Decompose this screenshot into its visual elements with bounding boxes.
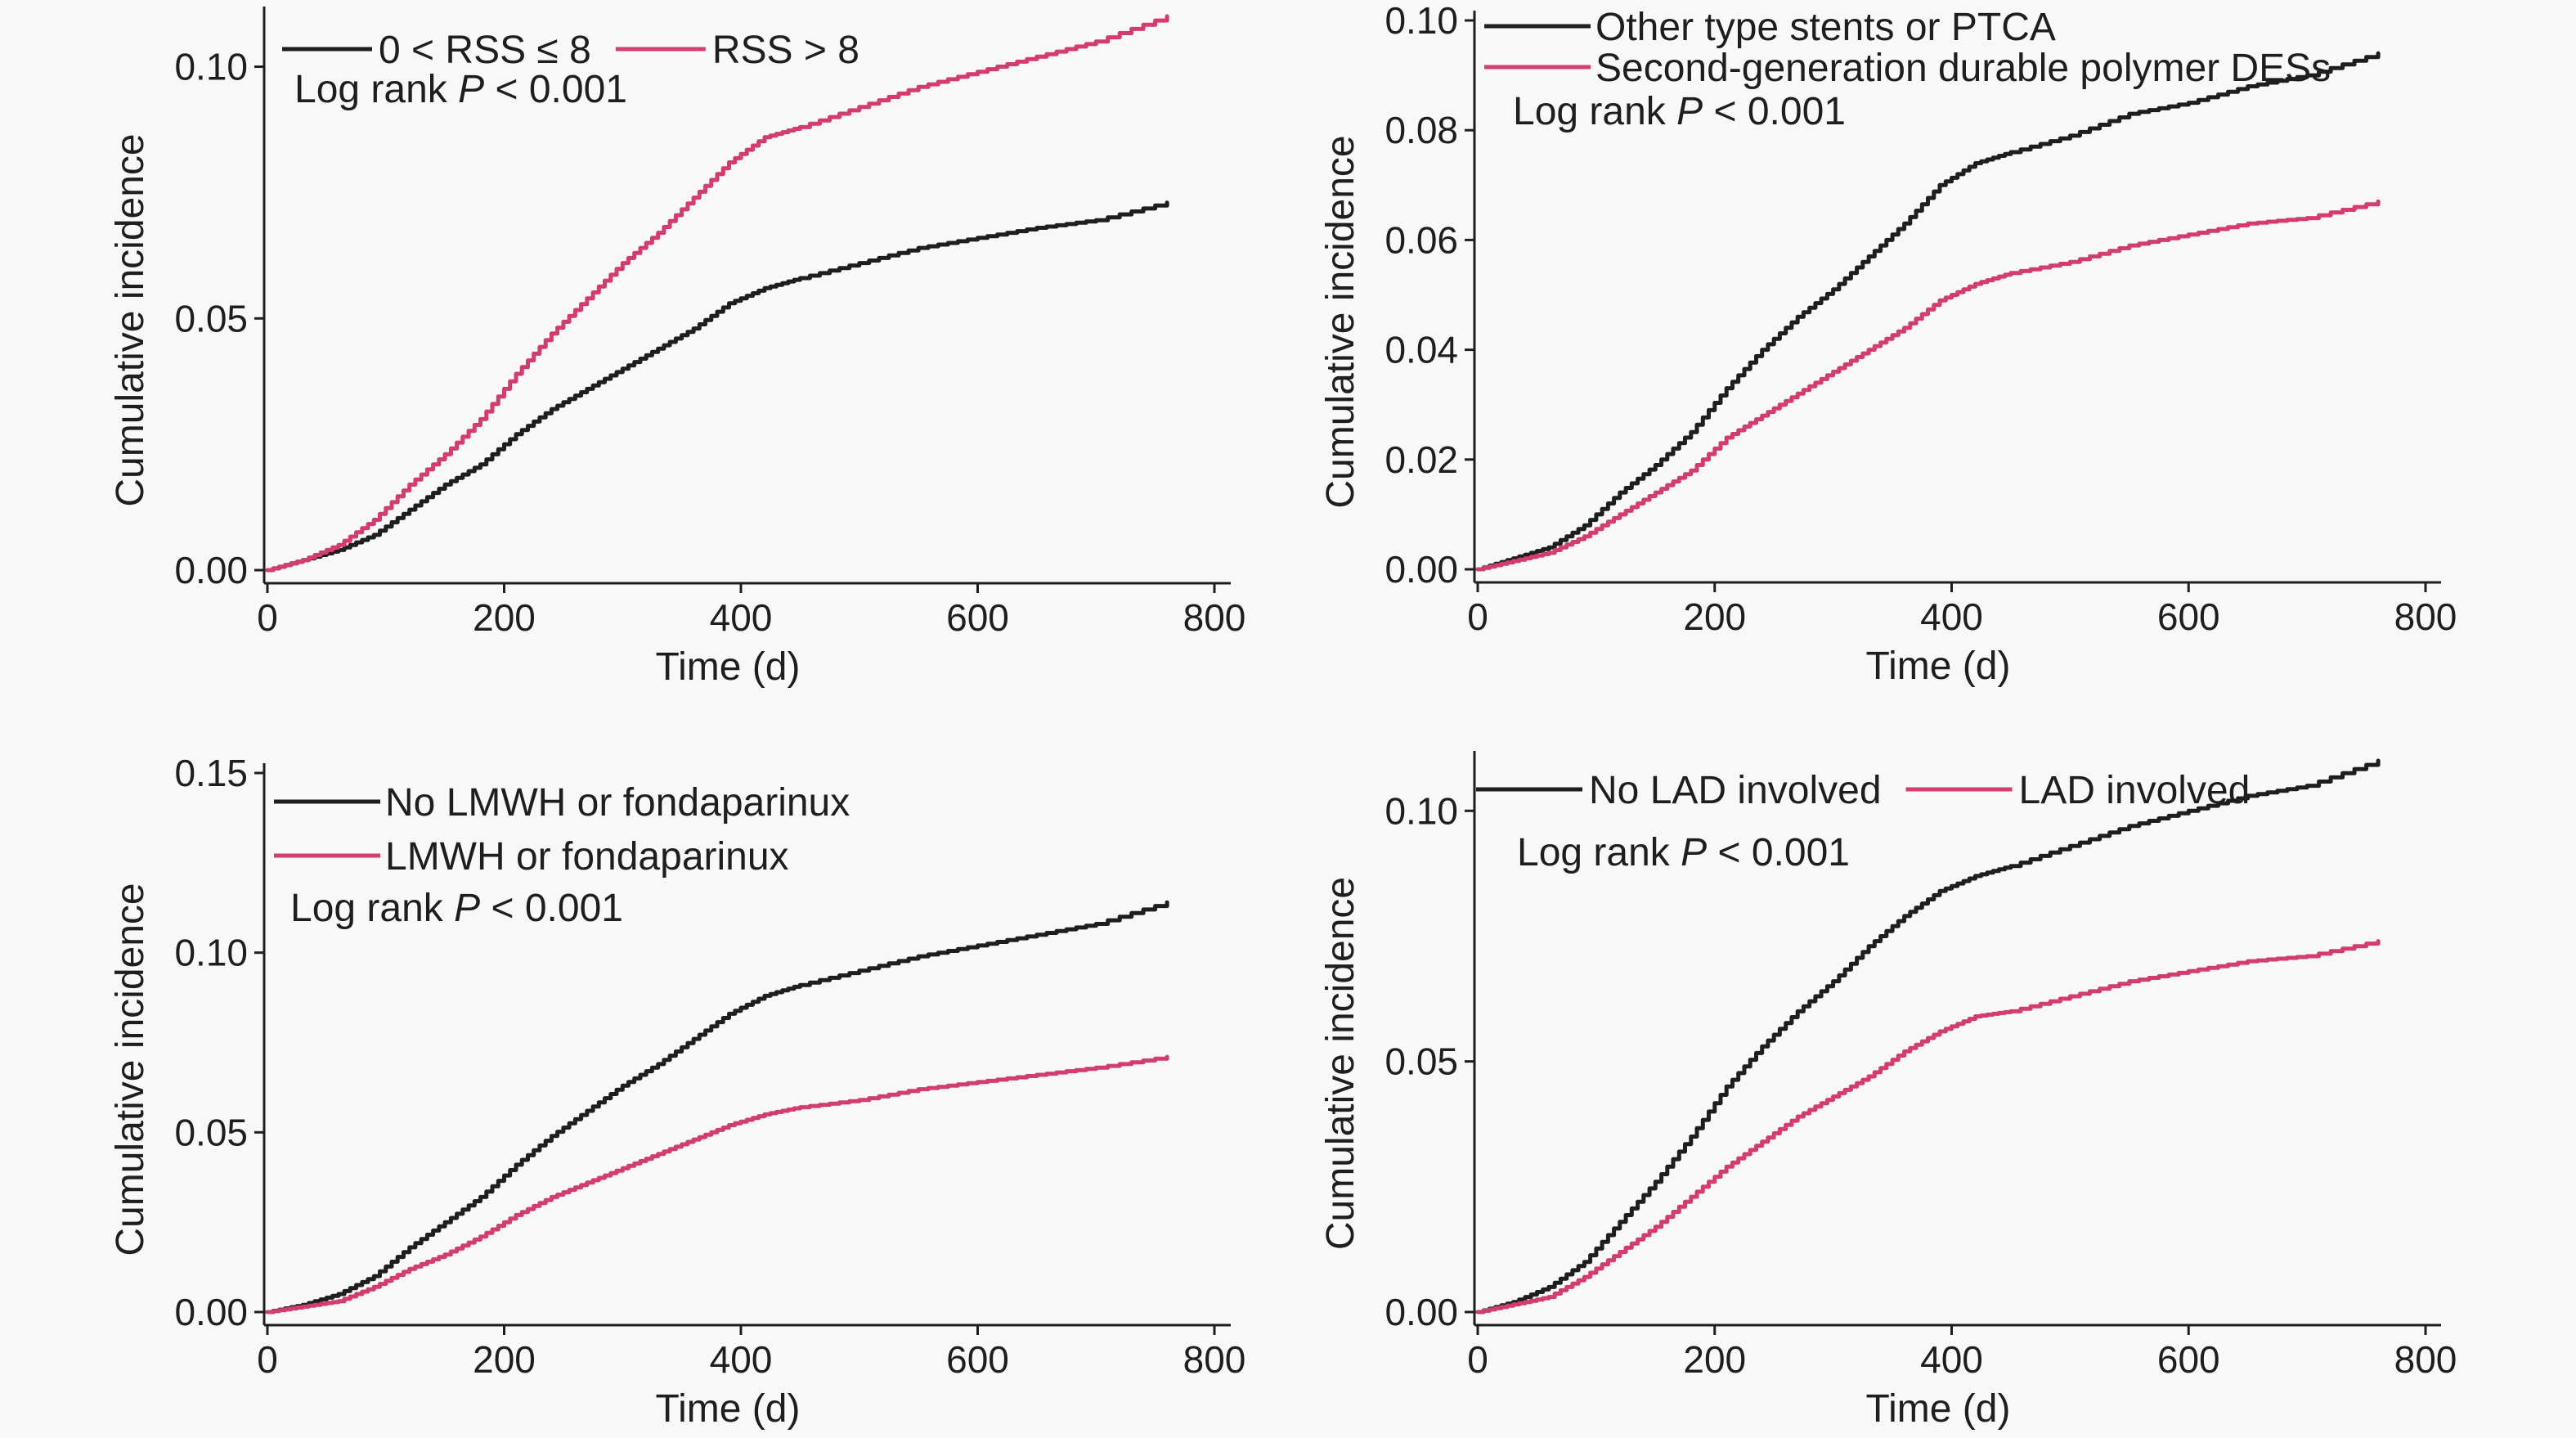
series-line-pink [1475,939,2381,1314]
x-tick-label: 800 [2394,595,2457,638]
x-tick-label: 0 [1467,595,1488,638]
y-tick-label: 0.04 [1384,329,1458,371]
x-tick-label: 600 [2157,1338,2220,1381]
annotation-p: P [1681,831,1707,874]
annotation-prefix: Log rank [1513,90,1676,133]
y-tick-label: 0.10 [174,932,248,974]
x-axis-title: Time (d) [656,645,801,689]
log-rank-annotation: Log rank P < 0.001 [1517,831,1850,874]
x-tick-label: 400 [1920,1338,1983,1381]
series-line-black [265,200,1169,573]
series-line-pink [265,1054,1169,1314]
y-tick-label: 0.00 [174,549,248,591]
log-rank-annotation: Log rank P < 0.001 [294,68,627,111]
x-tick-label: 600 [946,596,1009,639]
x-tick-label: 200 [1683,1338,1746,1381]
legend: Other type stents or PTCASecond-generati… [1484,6,2331,90]
annotation-prefix: Log rank [290,887,454,930]
y-tick-label: 0.10 [1384,789,1458,832]
log-rank-annotation: Log rank P < 0.001 [1513,90,1846,133]
x-axis-title: Time (d) [656,1387,801,1431]
y-tick-label: 0.00 [174,1291,248,1333]
y-tick-label: 0.05 [174,297,248,339]
x-tick-label: 200 [1683,595,1746,638]
y-axis-title: Cumulative incidence [109,133,152,506]
x-tick-label: 0 [257,596,278,639]
annotation-p: P [458,68,484,111]
series-line-black [1475,51,2381,572]
y-tick-label: 0.05 [1384,1040,1458,1083]
x-tick-label: 400 [1920,595,1983,638]
y-tick-label: 0.10 [1384,0,1458,42]
x-tick-label: 600 [946,1338,1009,1381]
legend-label: LMWH or fondaparinux [385,835,789,879]
y-tick-label: 0.10 [174,46,248,88]
x-tick-label: 800 [1183,1338,1246,1381]
legend-label: Other type stents or PTCA [1595,6,2056,49]
y-tick-label: 0.08 [1384,109,1458,151]
legend-label: Second-generation durable polymer DESs [1595,47,2331,90]
series-line-pink [1475,199,2381,572]
x-axis-title: Time (d) [1866,645,2011,688]
panel-4: 0.00 0.05 0.10 0 200 400 600 800 Time (d) Cumulat… [1319,751,2457,1431]
legend-label: 0 < RSS ≤ 8 [379,29,591,72]
legend-label: No LMWH or fondaparinux [385,781,850,825]
legend-label: No LAD involved [1589,769,1882,812]
y-axis-title: Cumulative incidence [109,883,152,1256]
annotation-prefix: Log rank [294,68,458,111]
panel-1: 0.00 0.05 0.10 0 200 400 600 800 Time (d) Cumulat… [109,7,1245,689]
legend-label: LAD involved [2019,769,2251,812]
annotation-suffix: < 0.001 [1707,831,1850,874]
x-tick-label: 600 [2157,595,2220,638]
series-line-pink [265,14,1169,573]
y-tick-label: 0.00 [1384,548,1458,591]
x-tick-label: 800 [2394,1338,2457,1381]
y-axis-title: Cumulative incidence [1319,135,1362,508]
series-line-black [1475,758,2381,1314]
y-tick-label: 0.06 [1384,218,1458,261]
annotation-suffix: < 0.001 [484,68,627,111]
annotation-p: P [1676,90,1703,133]
x-tick-label: 0 [1467,1338,1488,1381]
y-tick-label: 0.05 [174,1111,248,1153]
x-tick-label: 200 [473,1338,536,1381]
x-tick-label: 400 [710,596,773,639]
series-line-black [265,900,1169,1314]
x-tick-label: 400 [710,1338,773,1381]
annotation-suffix: < 0.001 [1703,90,1846,133]
x-tick-label: 200 [473,596,536,639]
x-tick-label: 800 [1183,596,1246,639]
legend: 0 < RSS ≤ 8 RSS > 8 [282,29,859,72]
annotation-p: P [454,887,480,930]
y-tick-label: 0.15 [174,752,248,794]
x-axis-title: Time (d) [1866,1387,2011,1431]
x-tick-label: 0 [257,1338,278,1381]
log-rank-annotation: Log rank P < 0.001 [290,887,623,930]
legend: No LAD involved LAD involved [1476,769,2250,812]
y-tick-label: 0.02 [1384,438,1458,481]
legend-label: RSS > 8 [712,29,859,72]
annotation-suffix: < 0.001 [480,887,623,930]
legend: No LMWH or fondaparinux LMWH or fondapari… [274,781,850,879]
y-tick-label: 0.00 [1384,1291,1458,1333]
annotation-prefix: Log rank [1517,831,1681,874]
y-axis-title: Cumulative incidence [1319,877,1362,1250]
panel-3: 0.00 0.05 0.10 0.15 0 200 400 600 800 Time (d) Cum… [109,752,1245,1431]
panel-2: 0.00 0.02 0.04 0.06 0.08 0.10 0 200 400 600 800 Tim… [1319,0,2457,688]
